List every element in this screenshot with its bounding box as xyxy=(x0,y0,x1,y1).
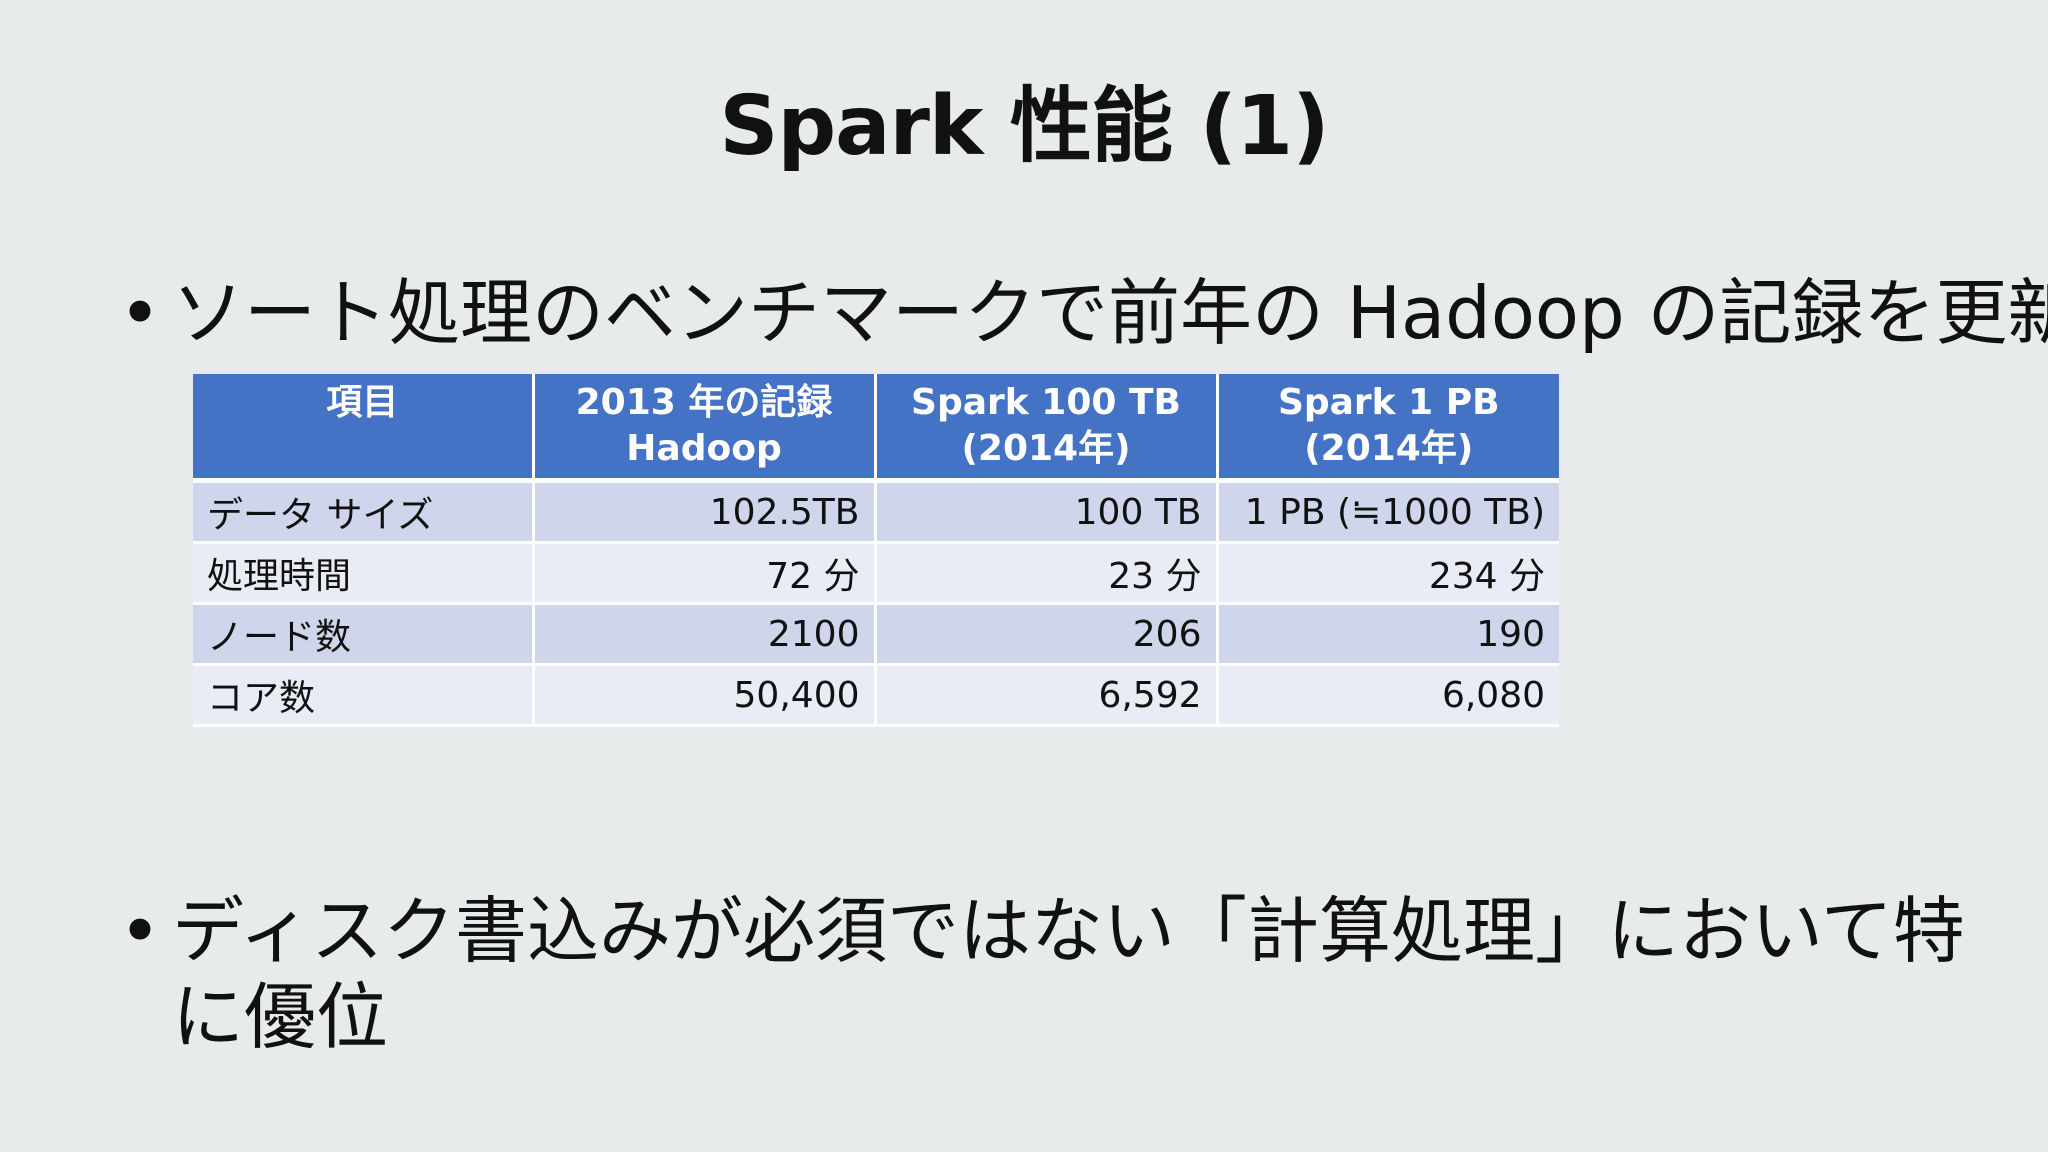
header-item: 項目 ​ xyxy=(193,374,535,483)
cell-spark-1pb: 234 分 xyxy=(1217,542,1559,605)
header-spark-1pb: Spark 1 PB (2014年) xyxy=(1217,374,1559,483)
table-header-row: 項目 ​ 2013 年の記録 Hadoop Spark 100 TB (2014… xyxy=(193,374,1559,483)
cell-2013: 50,400 xyxy=(533,664,877,727)
slide-title: Spark 性能 (1) xyxy=(719,79,1329,174)
cell-spark-100tb: 206 xyxy=(875,603,1219,666)
table-row: ノード数 2100 206 190 xyxy=(193,603,1559,666)
row-label: コア数 xyxy=(193,664,535,727)
header-item-sub: ​ xyxy=(203,426,522,472)
cell-spark-100tb: 100 TB xyxy=(875,480,1219,544)
cell-spark-100tb: 6,592 xyxy=(875,664,1219,727)
header-2013-label: 2013 年の記録 xyxy=(575,382,833,423)
cell-2013: 72 分 xyxy=(533,542,877,605)
bullet-item: • ソート処理のベンチマークで前年の Hadoop の記録を更新 xyxy=(110,270,2048,450)
cell-spark-1pb: 6,080 xyxy=(1217,664,1559,727)
row-label: データ サイズ xyxy=(193,480,535,544)
bullet-text: ディスク書込みが必須ではない「計算処理」において特に優位 xyxy=(172,889,1965,1059)
bullet-item: • ディスク書込みが必須ではない「計算処理」において特に優位 xyxy=(110,888,1990,1078)
performance-table: 項目 ​ 2013 年の記録 Hadoop Spark 100 TB (2014… xyxy=(193,374,1559,727)
header-spark-100tb-label: Spark 100 TB xyxy=(911,382,1181,423)
header-spark-1pb-sub: (2014年) xyxy=(1304,428,1474,469)
header-spark-100tb-sub: (2014年) xyxy=(961,428,1131,469)
header-item-label: 項目 xyxy=(326,382,399,423)
header-2013-hadoop: 2013 年の記録 Hadoop xyxy=(533,374,877,483)
cell-spark-100tb: 23 分 xyxy=(875,542,1219,605)
header-spark-100tb: Spark 100 TB (2014年) xyxy=(875,374,1219,483)
row-label: ノード数 xyxy=(193,603,535,666)
cell-2013: 2100 xyxy=(533,603,877,666)
row-label: 処理時間 xyxy=(193,542,535,605)
cell-spark-1pb: 190 xyxy=(1217,603,1559,666)
table-row: データ サイズ 102.5TB 100 TB 1 PB (≒1000 TB) xyxy=(193,480,1559,544)
table-row: コア数 50,400 6,592 6,080 xyxy=(193,664,1559,727)
cell-spark-1pb: 1 PB (≒1000 TB) xyxy=(1217,480,1559,544)
cell-2013: 102.5TB xyxy=(533,480,877,544)
header-spark-1pb-label: Spark 1 PB xyxy=(1277,382,1500,423)
bullet-dot-icon: • xyxy=(118,271,162,355)
header-2013-sub: Hadoop xyxy=(626,428,782,469)
table-row: 処理時間 72 分 23 分 234 分 xyxy=(193,542,1559,605)
bullet-text: ソート処理のベンチマークで前年の Hadoop の記録を更新 xyxy=(172,271,2048,355)
bullet-dot-icon: • xyxy=(118,889,162,973)
